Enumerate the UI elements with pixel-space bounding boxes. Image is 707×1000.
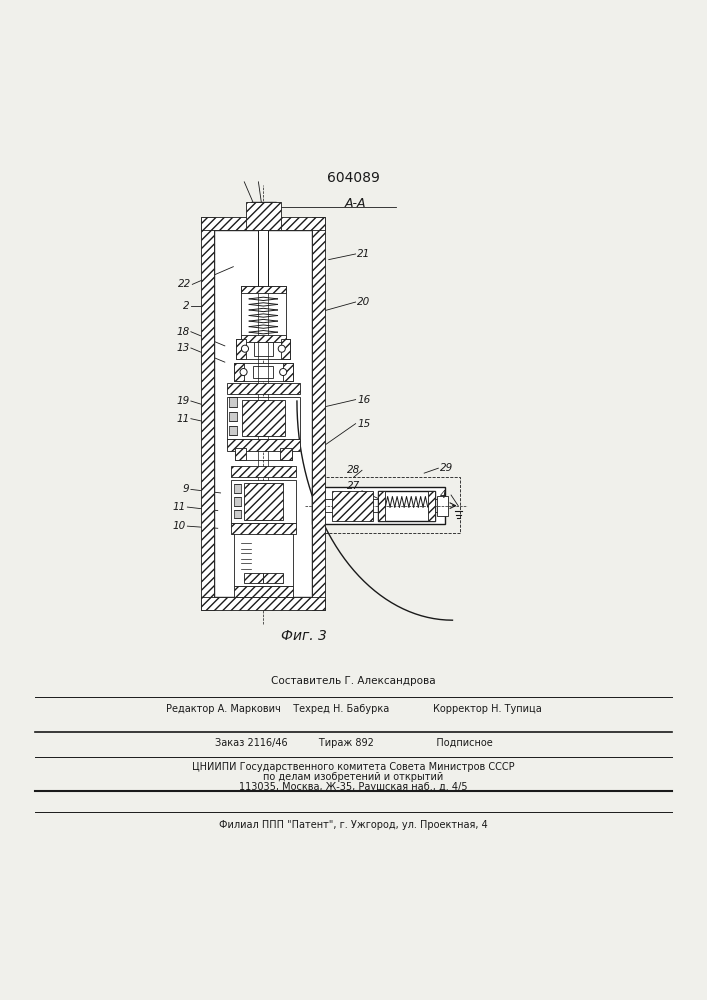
Bar bbox=[257, 483, 269, 520]
Text: Заказ 2116/46          Тираж 892                    Подписное: Заказ 2116/46 Тираж 892 Подписное bbox=[215, 738, 492, 748]
Bar bbox=[283, 363, 293, 381]
Text: 21: 21 bbox=[357, 249, 370, 259]
Bar bbox=[258, 230, 268, 294]
Text: 27: 27 bbox=[347, 481, 361, 491]
Bar bbox=[233, 510, 240, 518]
Bar bbox=[226, 397, 300, 439]
Text: 19: 19 bbox=[176, 396, 189, 406]
Bar bbox=[254, 342, 272, 356]
Bar bbox=[201, 217, 325, 230]
Bar bbox=[250, 202, 276, 226]
Text: 604089: 604089 bbox=[327, 171, 380, 185]
Text: Филиал ППП "Патент", г. Ужгород, ул. Проектная, 4: Филиал ППП "Патент", г. Ужгород, ул. Про… bbox=[219, 820, 488, 830]
Bar bbox=[236, 339, 290, 359]
Bar bbox=[257, 400, 269, 436]
Bar bbox=[229, 397, 237, 407]
Circle shape bbox=[279, 368, 287, 376]
Bar bbox=[245, 202, 281, 230]
Bar bbox=[201, 217, 214, 610]
Bar bbox=[263, 573, 283, 583]
Text: 2: 2 bbox=[183, 301, 189, 311]
Bar bbox=[233, 530, 293, 586]
Text: 20: 20 bbox=[357, 297, 370, 307]
Text: Редактор А. Маркович    Техред Н. Бабурка              Корректор Н. Тупица: Редактор А. Маркович Техред Н. Бабурка К… bbox=[165, 704, 542, 714]
Bar bbox=[240, 286, 286, 293]
Bar bbox=[339, 496, 367, 516]
Bar bbox=[428, 491, 435, 521]
Text: 18: 18 bbox=[176, 327, 189, 337]
Bar bbox=[233, 363, 243, 381]
Text: 28: 28 bbox=[347, 465, 361, 475]
Bar bbox=[258, 230, 268, 597]
Text: 29: 29 bbox=[440, 463, 453, 473]
Text: 13: 13 bbox=[176, 343, 189, 353]
Text: по делам изобретений и открытий: по делам изобретений и открытий bbox=[264, 772, 443, 782]
Text: Фиг. 3: Фиг. 3 bbox=[281, 629, 327, 643]
Bar bbox=[281, 339, 290, 359]
Text: 9: 9 bbox=[183, 484, 189, 494]
Bar bbox=[233, 484, 240, 493]
Bar bbox=[253, 366, 273, 378]
Bar bbox=[242, 400, 284, 436]
Bar bbox=[312, 487, 445, 524]
Bar bbox=[437, 496, 448, 516]
Bar bbox=[226, 439, 300, 451]
Bar bbox=[378, 491, 385, 521]
Bar bbox=[230, 523, 296, 534]
Bar bbox=[280, 448, 291, 460]
Bar bbox=[201, 597, 325, 610]
Bar bbox=[233, 363, 293, 381]
Bar bbox=[312, 217, 325, 610]
Bar bbox=[236, 339, 245, 359]
Text: Составитель Г. Александрова: Составитель Г. Александрова bbox=[271, 676, 436, 686]
Circle shape bbox=[240, 368, 247, 376]
Circle shape bbox=[241, 345, 248, 352]
Bar bbox=[233, 586, 293, 597]
Bar bbox=[233, 497, 240, 506]
Bar bbox=[378, 491, 435, 521]
Text: 4: 4 bbox=[440, 490, 446, 500]
Bar bbox=[332, 491, 373, 521]
Bar bbox=[229, 426, 237, 435]
Bar bbox=[243, 483, 283, 520]
Text: 11: 11 bbox=[176, 414, 189, 424]
Bar bbox=[240, 286, 286, 342]
Text: 16: 16 bbox=[357, 395, 370, 405]
Bar bbox=[243, 573, 263, 583]
Text: 11: 11 bbox=[173, 502, 186, 512]
Bar bbox=[230, 480, 296, 523]
Text: 22: 22 bbox=[177, 279, 191, 289]
Text: ЦНИИПИ Государственного комитета Совета Министров СССР: ЦНИИПИ Государственного комитета Совета … bbox=[192, 762, 515, 772]
Bar bbox=[235, 448, 246, 460]
Bar bbox=[230, 466, 296, 477]
Bar bbox=[240, 335, 286, 342]
Text: 10: 10 bbox=[173, 521, 186, 531]
Text: 113035, Москва, Ж-35, Раушская наб., д. 4/5: 113035, Москва, Ж-35, Раушская наб., д. … bbox=[239, 782, 468, 792]
Text: А-А: А-А bbox=[344, 197, 366, 210]
Circle shape bbox=[278, 345, 285, 352]
Bar bbox=[235, 448, 291, 460]
Bar bbox=[214, 230, 312, 597]
Bar bbox=[320, 477, 460, 533]
Bar bbox=[226, 383, 300, 394]
Text: 15: 15 bbox=[357, 419, 370, 429]
Bar bbox=[229, 412, 237, 421]
